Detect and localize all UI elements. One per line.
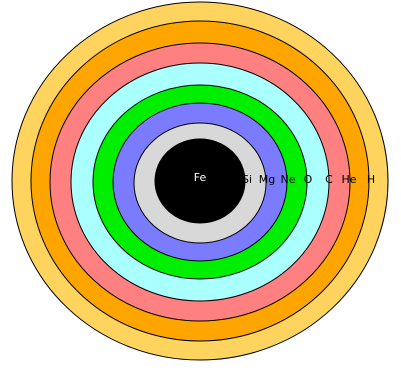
diagram: H He C O Ne Mg Si Fe — [0, 0, 401, 385]
shell-label: O — [304, 173, 313, 186]
shell-label: Si — [242, 173, 252, 186]
shell-label: He — [341, 173, 356, 186]
shell-label: C — [325, 173, 333, 186]
shell-label: H — [367, 173, 375, 186]
shell-label: Mg — [259, 173, 275, 186]
shell-label: Ne — [281, 173, 296, 186]
core-label: Fe — [194, 171, 207, 184]
